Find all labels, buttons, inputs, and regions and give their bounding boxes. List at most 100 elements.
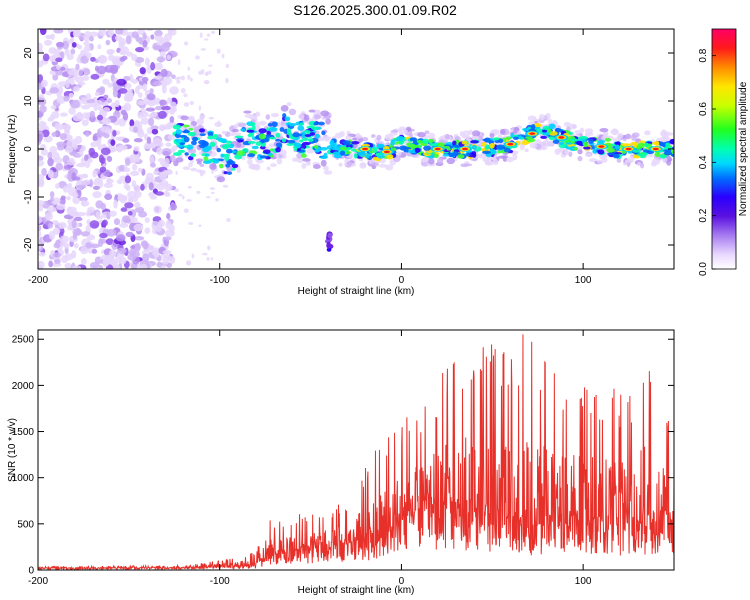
- spectrum-cell: [43, 39, 53, 46]
- spectrum-cell: [83, 34, 91, 42]
- spectrum-cell: [141, 76, 149, 83]
- spectrum-cell: [306, 160, 311, 166]
- spectrum-cell: [190, 77, 193, 82]
- spectrum-cell: [640, 162, 645, 169]
- spectrum-cell: [56, 64, 61, 70]
- spectrum-cell: [524, 148, 529, 153]
- spectrum-cell: [84, 154, 89, 162]
- spectrum-cell: [38, 179, 43, 188]
- spectrum-cell: [63, 165, 72, 170]
- spectrum-cell: [477, 135, 484, 142]
- spectrum-cell: [170, 203, 177, 211]
- spectrum-cell: [311, 126, 319, 131]
- spectrum-cell: [651, 158, 661, 166]
- spectrum-cell: [129, 119, 135, 127]
- spectrum-cell: [329, 139, 335, 146]
- spectrum-cell: [279, 149, 287, 156]
- spectrum-cell: [47, 223, 54, 229]
- spectrum-cell: [73, 243, 79, 249]
- spectrum-cell: [577, 149, 583, 155]
- spectrum-cell: [91, 248, 98, 254]
- spectrum-cell: [222, 184, 229, 188]
- spectrum-cell: [565, 142, 573, 145]
- spectrum-cell: [116, 247, 127, 254]
- spectrum-cell: [269, 136, 277, 140]
- spectrum-cell: [606, 152, 615, 156]
- spectrum-cell: [165, 142, 172, 147]
- spectrum-cell: [92, 181, 100, 186]
- spectrum-cell: [60, 195, 66, 201]
- spectrum-cell: [340, 150, 346, 156]
- spectrum-cell: [55, 183, 60, 189]
- spectrum-cell: [48, 260, 53, 268]
- spectrum-cell: [187, 131, 197, 137]
- spectrum-cell: [96, 65, 107, 75]
- spectrum-cell: [125, 35, 132, 45]
- spectrum-cell: [385, 164, 394, 171]
- spectrum-cell: [505, 136, 512, 140]
- spectrum-cell: [153, 205, 162, 214]
- spectrum-cell: [188, 162, 193, 168]
- spectrum-cell: [399, 132, 404, 136]
- spectrum-cell: [187, 66, 190, 71]
- spectrum-cell: [309, 132, 316, 136]
- spectrum-cell: [183, 93, 188, 98]
- spectrum-cell: [198, 105, 202, 111]
- spectrum-cell: [134, 242, 141, 252]
- spectrum-cell: [66, 195, 71, 201]
- spectrum-cell: [437, 157, 444, 165]
- spectrum-cell: [314, 150, 320, 153]
- spectrum-cell: [89, 151, 99, 159]
- spectrum-cell: [313, 114, 321, 120]
- spectrum-cell: [216, 48, 221, 54]
- spectrum-cell: [76, 184, 87, 189]
- spectrum-cell: [308, 109, 316, 113]
- spectrum-cell: [82, 68, 91, 76]
- spectrum-cell: [259, 145, 266, 150]
- spectrum-cell: [111, 33, 117, 43]
- spectrum-cell: [304, 134, 312, 137]
- spectrum-cell: [447, 152, 455, 158]
- spectrum-cell: [134, 201, 141, 209]
- spectrum-cell: [175, 128, 182, 135]
- spectrum-cell: [198, 128, 206, 133]
- spectrum-cell: [501, 155, 509, 159]
- spectrum-cell: [89, 178, 94, 188]
- spectrum-cell: [50, 33, 55, 40]
- spectrum-cell: [471, 144, 478, 150]
- spectrum-cell: [56, 143, 65, 151]
- spectrum-cell: [342, 140, 351, 145]
- spectrum-cell: [296, 152, 303, 159]
- spectrum-cell: [429, 143, 439, 147]
- spectrum-cell: [198, 224, 202, 227]
- spectrum-cell: [183, 102, 190, 107]
- spectrum-cell: [209, 187, 216, 190]
- spectrum-cell: [321, 130, 326, 136]
- snr-ylabel: SNR (10 * v/v): [7, 418, 18, 482]
- spectrogram-y-ticks: -20 -10 0 10 20: [23, 47, 674, 252]
- spectrum-cell: [541, 129, 548, 133]
- spectrum-cell: [444, 134, 450, 140]
- spectrum-cell: [67, 69, 77, 76]
- spectrum-cell: [282, 113, 287, 118]
- spectrum-peak-core: [598, 145, 605, 148]
- snr-panel: -200 -100 0 100 0 500 1000 1500 2000 2500 Height…: [7, 329, 675, 596]
- spectrum-cell: [461, 140, 468, 145]
- spectrum-cell: [78, 81, 86, 86]
- spectrum-cell: [124, 157, 131, 166]
- spectrum-cell: [137, 167, 143, 173]
- spectrum-cell: [138, 210, 148, 218]
- spectrum-cell: [255, 111, 261, 117]
- spectrum-cell: [107, 82, 113, 88]
- spectrum-cell: [199, 163, 205, 167]
- spectrum-cell: [573, 147, 579, 151]
- spectrum-cell: [72, 191, 79, 198]
- spectrum-cell: [97, 44, 102, 50]
- spectrum-cell: [327, 232, 333, 239]
- spectrum-cell: [149, 155, 155, 164]
- spectrum-cell: [409, 143, 416, 150]
- spectrum-cell: [55, 57, 63, 63]
- spectrum-cell: [150, 125, 159, 131]
- spectrum-cell: [100, 202, 106, 211]
